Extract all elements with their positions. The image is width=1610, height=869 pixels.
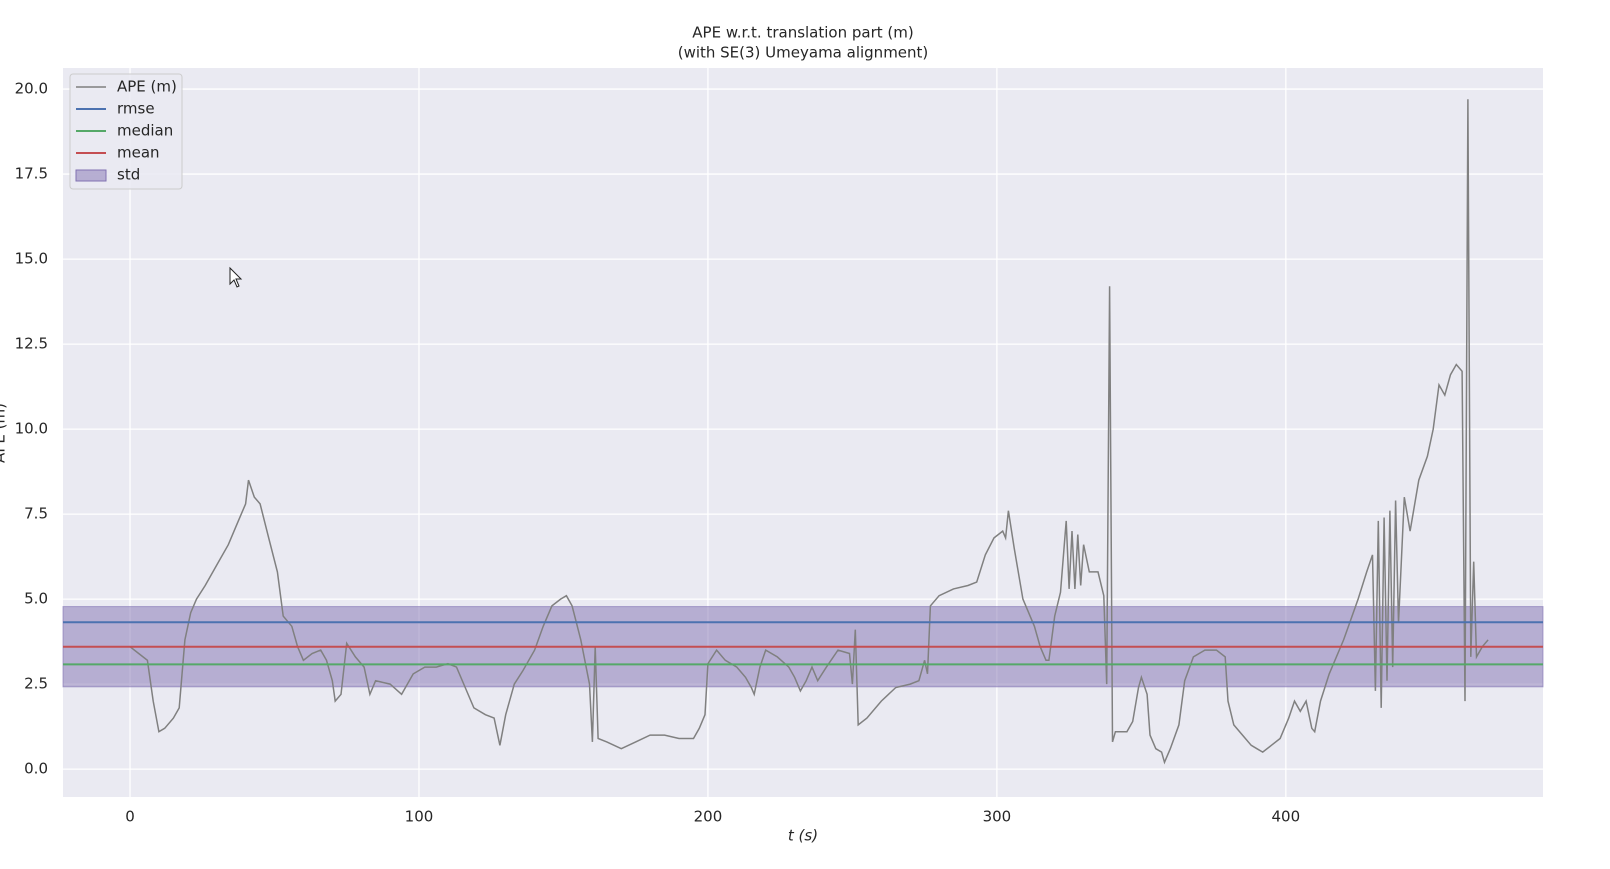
- ape-line: [129, 99, 1489, 765]
- y-tick-label: 2.5: [24, 675, 48, 693]
- y-axis-label: APE (m): [0, 403, 9, 463]
- y-tick-label: 15.0: [15, 250, 48, 268]
- y-tick-label: 17.5: [15, 165, 48, 183]
- legend-label: APE (m): [117, 78, 177, 96]
- mouse-cursor: [229, 266, 243, 288]
- x-tick-label: 400: [1272, 808, 1301, 826]
- x-tick-label: 300: [983, 808, 1012, 826]
- x-tick-label: 0: [125, 808, 135, 826]
- chart-title: APE w.r.t. translation part (m): [692, 24, 913, 42]
- x-axis-label: t (s): [788, 827, 818, 845]
- legend-label: mean: [117, 144, 160, 162]
- y-tick-label: 0.0: [24, 760, 48, 778]
- y-tick-label: 10.0: [15, 420, 48, 438]
- y-tick-label: 5.0: [24, 590, 48, 608]
- x-tick-label: 100: [405, 808, 434, 826]
- legend-box: [69, 73, 183, 190]
- legend: APE (m) rmse median mean std: [69, 73, 183, 190]
- legend-label: median: [117, 122, 173, 140]
- y-tick-label: 20.0: [15, 80, 48, 98]
- y-tick-label: 12.5: [15, 335, 48, 353]
- marks: [62, 99, 1544, 765]
- x-tick-label: 200: [694, 808, 723, 826]
- chart-subtitle: (with SE(3) Umeyama alignment): [678, 44, 929, 62]
- legend-swatch: [75, 169, 107, 182]
- legend-label: std: [117, 166, 140, 184]
- legend-label: rmse: [117, 100, 155, 118]
- y-tick-label: 7.5: [24, 505, 48, 523]
